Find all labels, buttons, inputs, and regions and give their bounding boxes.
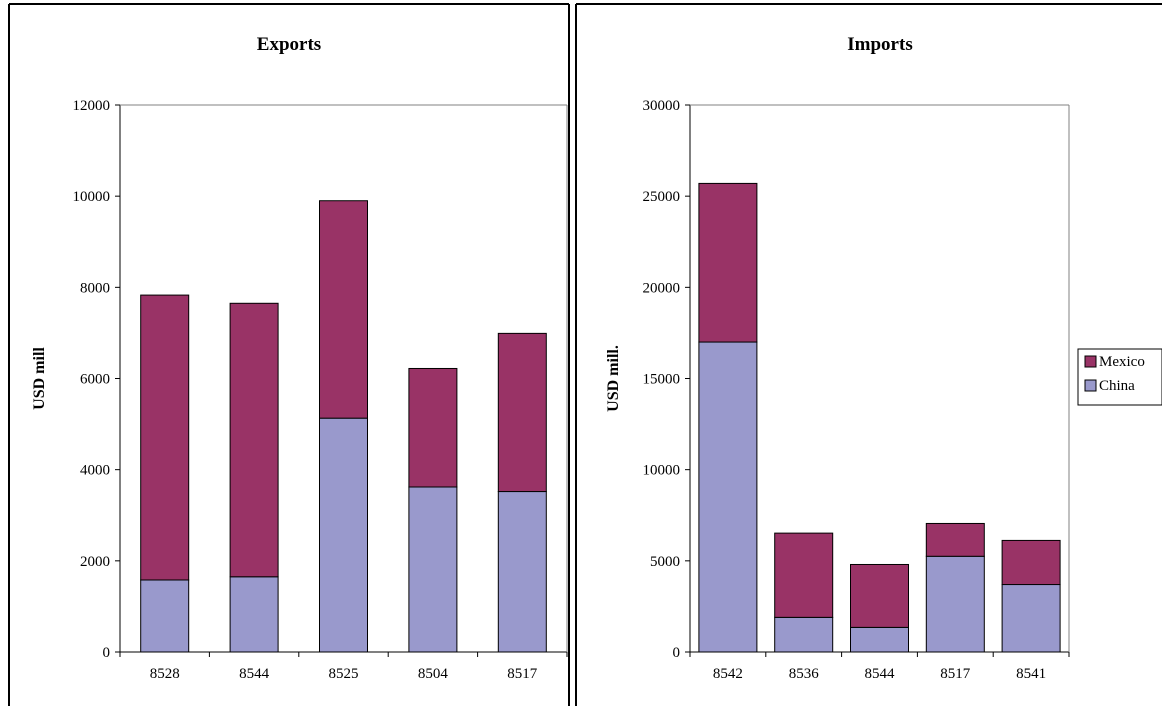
chart-title: Imports: [847, 34, 912, 55]
bar-mexico-8528: [140, 294, 190, 581]
bar-mexico-8542: [698, 182, 758, 343]
y-tick-label: 25000: [643, 189, 681, 205]
bar-china-8541: [1001, 584, 1061, 653]
y-tick-label: 30000: [643, 98, 681, 114]
bar-china-8544: [850, 626, 909, 653]
bar-china-8542: [698, 341, 758, 653]
x-tick-label: 8525: [329, 666, 359, 682]
exports-chart: Exports USD mill 0 2000 4000 6000 8000 10000 120…: [31, 34, 568, 682]
y-tick-label: 10000: [73, 189, 111, 205]
y-tick-label: 10000: [643, 463, 681, 479]
legend-swatch-mexico: [1084, 355, 1097, 368]
x-tick-label: 8544: [865, 666, 896, 682]
y-tick-label: 2000: [80, 554, 110, 570]
bar-china-8536: [774, 616, 834, 653]
bar-china-8525: [319, 417, 368, 653]
y-tick-label: 0: [103, 645, 111, 661]
x-tick-label: 8542: [713, 666, 743, 682]
x-tick-label: 8536: [789, 666, 820, 682]
y-tick-label: 4000: [80, 463, 110, 479]
bar-china-8504: [408, 486, 458, 653]
bar-mexico-8525: [319, 200, 368, 419]
y-tick-label: 15000: [643, 372, 681, 388]
chart-title: Exports: [257, 34, 321, 55]
bar-mexico-8544: [229, 302, 279, 578]
x-tick-label: 8541: [1016, 666, 1046, 682]
bar-china-8528: [140, 579, 190, 653]
bar-mexico-8536: [774, 532, 834, 618]
x-tick-label: 8504: [418, 666, 449, 682]
bar-mexico-8517: [925, 522, 985, 557]
bar-mexico-8517: [497, 332, 547, 493]
y-tick-label: 12000: [73, 98, 111, 114]
bar-china-8544: [229, 576, 279, 653]
bar-china-8517: [497, 491, 547, 653]
bar-china-8517: [925, 555, 985, 653]
y-tick-label: 0: [673, 645, 681, 661]
legend-swatch-china: [1084, 379, 1097, 392]
y-tick-label: 8000: [80, 280, 110, 296]
y-axis-title: USD mill.: [605, 345, 622, 412]
bar-mexico-8504: [408, 367, 458, 488]
x-tick-label: 8544: [239, 666, 270, 682]
x-tick-label: 8517: [507, 666, 538, 682]
x-tick-label: 8517: [940, 666, 971, 682]
y-tick-label: 20000: [643, 280, 681, 296]
imports-chart: Imports USD mill. 0 5000 10000 15000 20000 2500…: [605, 34, 1070, 682]
y-axis-title: USD mill: [31, 347, 48, 410]
legend-label-mexico: Mexico: [1099, 354, 1145, 370]
y-tick-label: 5000: [650, 554, 680, 570]
y-tick-label: 6000: [80, 372, 110, 388]
bar-mexico-8544: [850, 563, 909, 628]
x-tick-label: 8528: [150, 666, 180, 682]
legend-label-china: China: [1099, 378, 1135, 394]
bar-mexico-8541: [1001, 539, 1061, 586]
legend: Mexico China: [1077, 348, 1162, 406]
